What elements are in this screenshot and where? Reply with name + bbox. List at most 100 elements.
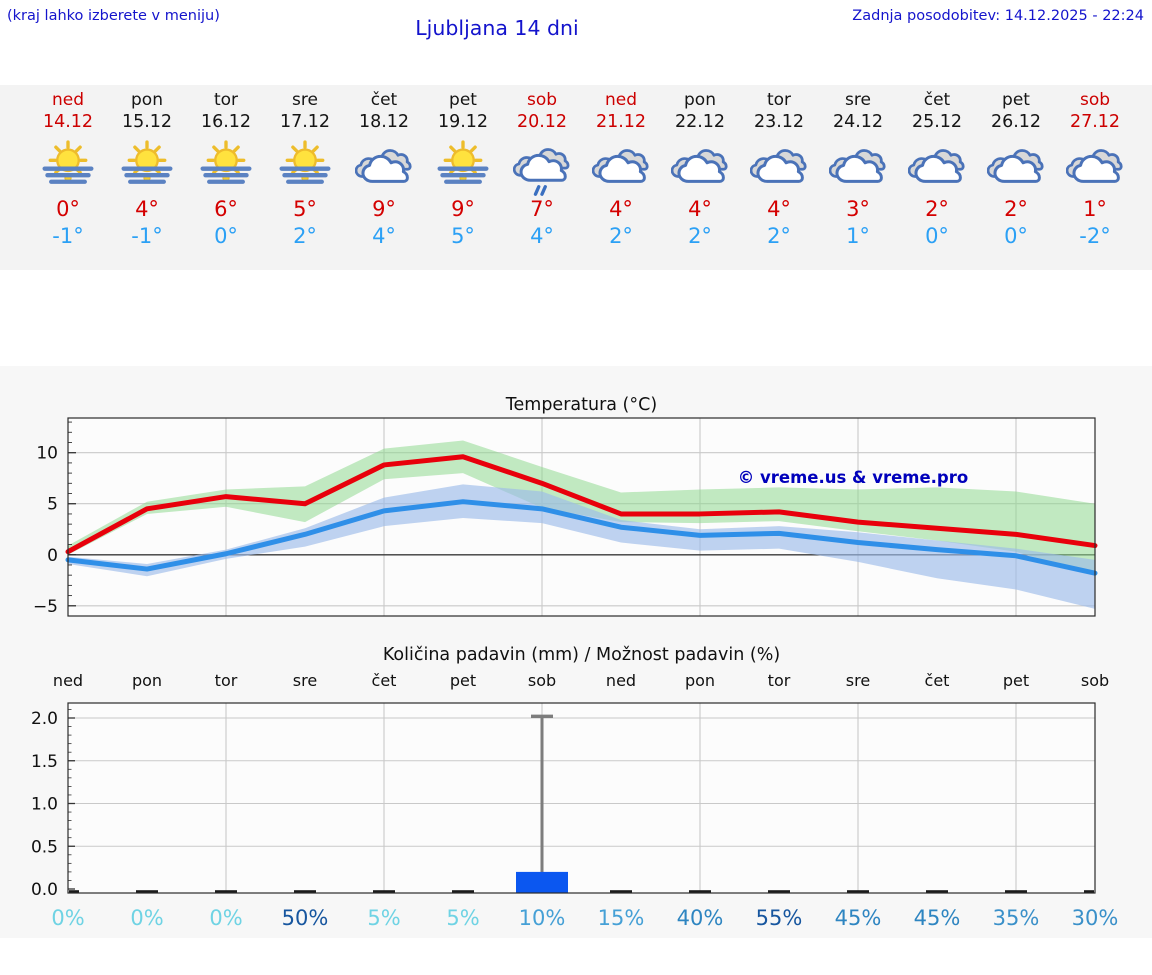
- zero-precip-mark: [373, 890, 395, 893]
- zero-precip-mark: [69, 890, 79, 893]
- day-column-20.12: sob 20.12 7° 4°: [502, 85, 582, 250]
- day-date: 21.12: [595, 112, 647, 132]
- weather-icon-slot: [265, 136, 345, 194]
- day-date: 15.12: [121, 112, 173, 132]
- precip-day-label: sre: [846, 671, 870, 690]
- day-min-temp: 2°: [767, 224, 791, 248]
- rain-icon: [513, 148, 570, 196]
- precip-probability-label: 15%: [598, 906, 645, 930]
- precip-day-label: tor: [215, 671, 238, 690]
- day-column-24.12: sre 24.12 3° 1°: [818, 85, 898, 250]
- day-column-16.12: tor 16.12 6° 0°: [186, 85, 266, 250]
- day-date: 17.12: [279, 112, 331, 132]
- temp-ytick-label: −5: [33, 597, 58, 617]
- day-max-temp: 2°: [1004, 197, 1028, 221]
- precip-probability-label: 45%: [914, 906, 961, 930]
- precip-probability-label: 50%: [282, 906, 329, 930]
- precip-day-label: pon: [685, 671, 715, 690]
- precip-day-label: sob: [528, 671, 556, 690]
- precip-day-label: sob: [1081, 671, 1109, 690]
- cloudy-icon: [987, 149, 1044, 183]
- sun-fog-icon: [121, 140, 173, 184]
- precip-ytick-label: 2.0: [31, 709, 58, 729]
- precip-probability-label: 0%: [209, 906, 242, 930]
- day-date: 19.12: [437, 112, 489, 132]
- day-column-19.12: pet 19.12 9° 5°: [423, 85, 503, 250]
- day-column-14.12: ned 14.12 0° -1°: [28, 85, 108, 250]
- precip-day-label: pon: [132, 671, 162, 690]
- precip-day-label: sre: [293, 671, 317, 690]
- day-min-temp: 2°: [688, 224, 712, 248]
- zero-precip-mark: [689, 890, 711, 893]
- cloudy-icon: [829, 149, 886, 183]
- cloudy-icon: [1066, 149, 1123, 183]
- precip-ytick-label: 1.5: [31, 752, 58, 772]
- day-max-temp: 4°: [609, 197, 633, 221]
- temp-chart-title: Temperatura (°C): [505, 395, 657, 415]
- weather-icon-slot: [739, 136, 819, 194]
- day-name: čet: [370, 90, 398, 110]
- day-min-temp: 5°: [451, 224, 475, 248]
- day-max-temp: 9°: [451, 197, 475, 221]
- precip-probability-label: 55%: [756, 906, 803, 930]
- temperature-chart: Temperatura (°C) 10 5 0 −5 © vreme.us & vreme…: [33, 395, 1098, 617]
- day-max-temp: 7°: [530, 197, 554, 221]
- day-date: 27.12: [1069, 112, 1121, 132]
- zero-precip-mark: [847, 890, 869, 893]
- weather-icon-slot: [186, 136, 266, 194]
- day-max-temp: 4°: [767, 197, 791, 221]
- precip-probability-label: 45%: [835, 906, 882, 930]
- sun-fog-icon: [200, 140, 252, 184]
- day-column-22.12: pon 22.12 4° 2°: [660, 85, 740, 250]
- zero-precip-mark: [926, 890, 948, 893]
- precip-day-label: pet: [450, 671, 476, 690]
- weather-icon-slot: [344, 136, 424, 194]
- day-date: 26.12: [990, 112, 1042, 132]
- precip-probability-label: 5%: [446, 906, 479, 930]
- day-column-25.12: čet 25.12 2° 0°: [897, 85, 977, 250]
- temp-ytick-label: 0: [47, 546, 58, 566]
- day-max-temp: 3°: [846, 197, 870, 221]
- weather-icon-slot: [818, 136, 898, 194]
- precip-probability-label: 10%: [519, 906, 566, 930]
- day-max-temp: 0°: [56, 197, 80, 221]
- day-name: tor: [213, 90, 239, 110]
- day-name: pet: [449, 90, 477, 110]
- precip-probability-label: 40%: [677, 906, 724, 930]
- day-max-temp: 4°: [135, 197, 159, 221]
- precip-day-label: čet: [372, 671, 397, 690]
- day-column-15.12: pon 15.12 4° -1°: [107, 85, 187, 250]
- sun-fog-icon: [42, 140, 94, 184]
- last-update-timestamp: Zadnja posodobitev: 14.12.2025 - 22:24: [852, 8, 1144, 24]
- day-date: 23.12: [753, 112, 805, 132]
- day-name: sre: [845, 90, 871, 110]
- temp-ytick-label: 10: [36, 444, 58, 464]
- day-name: sre: [292, 90, 318, 110]
- precip-chart-title: Količina padavin (mm) / Možnost padavin …: [383, 645, 780, 665]
- watermark: © vreme.us & vreme.pro: [738, 468, 968, 487]
- temp-ytick-label: 5: [47, 495, 58, 515]
- day-min-temp: 2°: [293, 224, 317, 248]
- day-name: tor: [766, 90, 792, 110]
- weather-icon-slot: [502, 136, 582, 196]
- zero-precip-mark: [452, 890, 474, 893]
- precip-probability-label: 0%: [51, 906, 84, 930]
- weather-icon-slot: [107, 136, 187, 194]
- precip-probability-label: 0%: [130, 906, 163, 930]
- day-name: ned: [51, 90, 85, 110]
- weather-icon-slot: [897, 136, 977, 194]
- day-name: pon: [684, 90, 716, 110]
- sun-fog-icon: [437, 140, 489, 184]
- day-min-temp: -1°: [131, 224, 163, 248]
- day-column-27.12: sob 27.12 1° -2°: [1055, 85, 1135, 250]
- temp-plot-frame: [67, 417, 1096, 617]
- zero-precip-mark: [768, 890, 790, 893]
- day-name: sob: [526, 90, 558, 110]
- precip-plot-frame: [67, 702, 1096, 894]
- day-name: ned: [604, 90, 638, 110]
- day-min-temp: -2°: [1079, 224, 1111, 248]
- precip-bar: [516, 871, 568, 893]
- zero-precip-mark: [610, 890, 632, 893]
- day-max-temp: 5°: [293, 197, 317, 221]
